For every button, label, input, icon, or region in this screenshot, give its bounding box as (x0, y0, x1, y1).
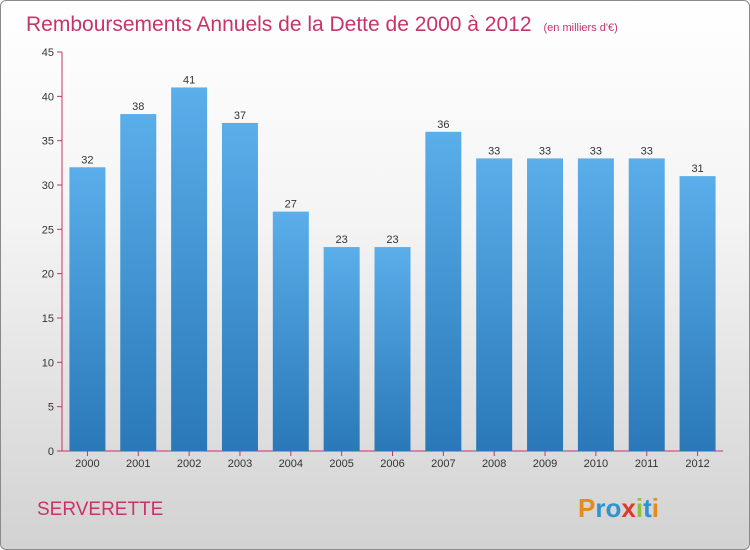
y-tick-label: 15 (42, 313, 54, 325)
y-tick-label: 25 (42, 224, 54, 236)
bar-2004 (272, 211, 309, 451)
y-tick-label: 40 (42, 91, 54, 103)
x-tick-label-2010: 2010 (584, 458, 608, 470)
x-tick-label-2009: 2009 (533, 458, 557, 470)
logo-letter-5: t (643, 493, 652, 523)
y-tick-label: 35 (42, 136, 54, 148)
chart-title-main: Remboursements Annuels de la Dette de 20… (26, 13, 532, 36)
x-tick-label-2003: 2003 (228, 458, 252, 470)
bar-2001 (120, 114, 157, 452)
x-tick-label-2006: 2006 (380, 458, 404, 470)
y-tick-label: 30 (42, 180, 54, 192)
data-label-2000: 32 (81, 154, 93, 166)
bar-2002 (171, 87, 208, 451)
y-axis: 0 5 10 15 20 25 30 35 40 45 (42, 47, 63, 458)
chart-title: Remboursements Annuels de la Dette de 20… (26, 13, 618, 36)
data-label-2011: 33 (641, 145, 653, 157)
y-tick-label: 0 (48, 446, 54, 458)
x-tick-label-2001: 2001 (126, 458, 150, 470)
proxiti-logo: Proxiti (578, 493, 659, 523)
y-tick-label: 45 (42, 47, 54, 59)
bar-2011 (628, 158, 665, 451)
y-tick-label: 10 (42, 357, 54, 369)
bar-2010 (577, 158, 614, 451)
logo-letter-3: x (621, 493, 636, 523)
place-name: SERVERETTE (37, 499, 163, 520)
y-tick-label: 20 (42, 269, 54, 281)
logo-letter-2: o (605, 493, 621, 523)
data-label-2004: 27 (285, 199, 297, 211)
data-label-2007: 36 (437, 119, 449, 131)
logo-letter-1: r (595, 493, 605, 523)
logo-letter-0: P (578, 493, 595, 523)
x-tick-label-2004: 2004 (279, 458, 303, 470)
x-tick-label-2012: 2012 (685, 458, 709, 470)
data-label-2008: 33 (488, 145, 500, 157)
data-label-2010: 33 (590, 145, 602, 157)
bar-2007 (425, 131, 462, 452)
x-tick-label-2002: 2002 (177, 458, 201, 470)
logo-letter-6: i (652, 493, 659, 523)
data-labels: 32 38 41 37 27 23 23 36 33 33 33 33 31 (81, 74, 703, 246)
bar-2012 (679, 176, 716, 451)
data-label-2005: 23 (336, 234, 348, 246)
x-tick-label-2007: 2007 (431, 458, 455, 470)
bar-2006 (374, 247, 411, 451)
bar-2003 (221, 122, 258, 451)
bars (69, 87, 716, 452)
bar-2000 (69, 167, 106, 451)
x-axis: 2000 2001 2002 2003 2004 2005 2006 2007 2008 2009… (62, 450, 723, 470)
data-label-2012: 31 (691, 163, 703, 175)
bar-2009 (527, 158, 564, 451)
data-label-2001: 38 (132, 101, 144, 113)
y-tick-label: 5 (48, 402, 54, 414)
data-label-2006: 23 (386, 234, 398, 246)
data-label-2003: 37 (234, 110, 246, 122)
x-tick-label-2005: 2005 (329, 458, 353, 470)
bar-2008 (476, 158, 513, 451)
x-tick-label-2011: 2011 (635, 458, 659, 470)
bar-2005 (323, 247, 360, 451)
data-label-2009: 33 (539, 145, 551, 157)
data-label-2002: 41 (183, 74, 195, 86)
x-tick-label-2000: 2000 (75, 458, 99, 470)
chart-title-unit: (en milliers d'€) (544, 22, 618, 34)
logo-letter-4: i (636, 493, 643, 523)
x-tick-label-2008: 2008 (482, 458, 506, 470)
